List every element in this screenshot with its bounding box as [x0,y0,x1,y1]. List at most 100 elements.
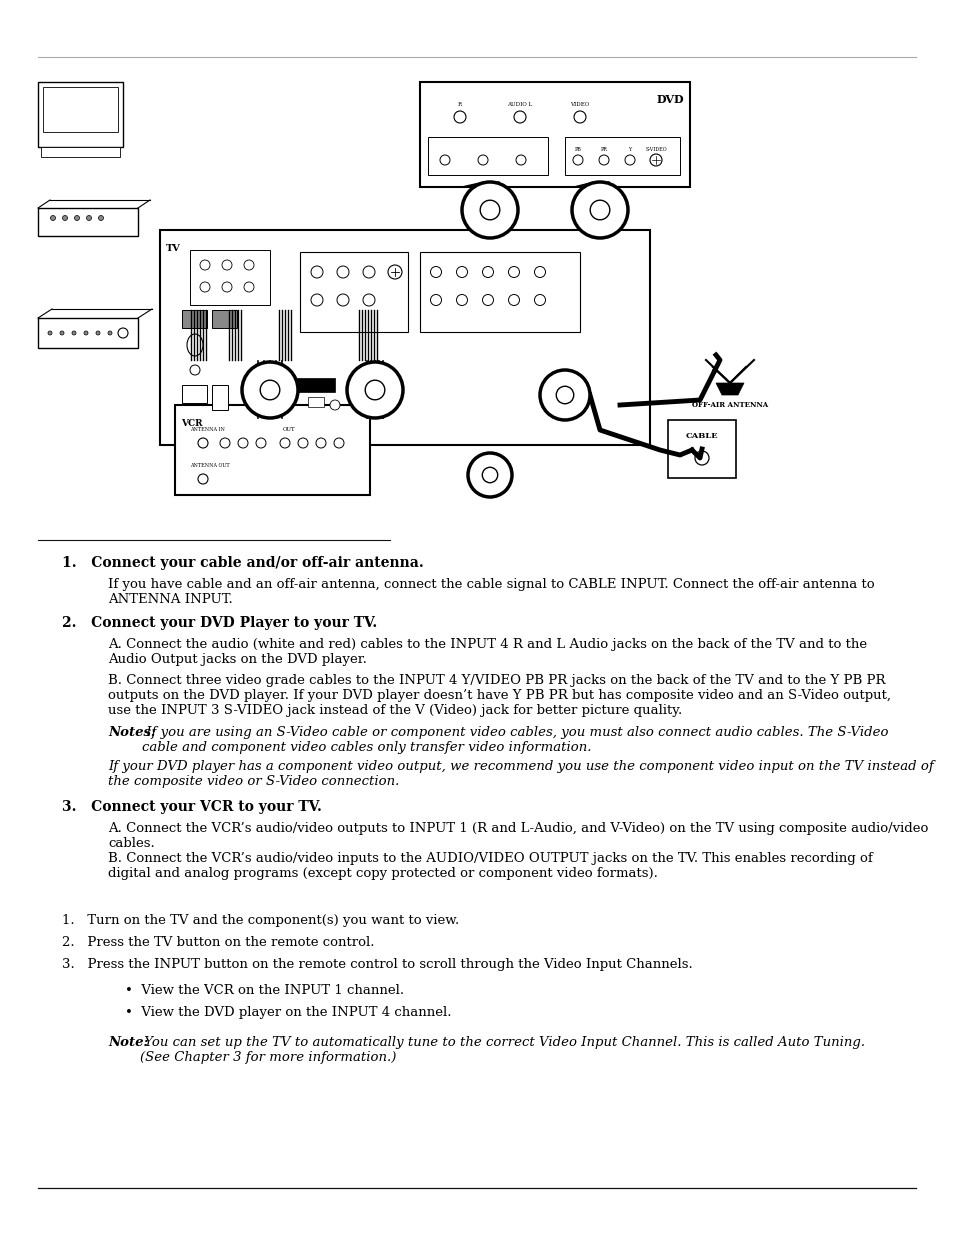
Text: VCR: VCR [181,419,202,429]
Text: PB: PB [574,147,580,152]
Circle shape [454,111,465,124]
Circle shape [260,380,279,400]
Text: 3.   Connect your VCR to your TV.: 3. Connect your VCR to your TV. [62,800,321,814]
Bar [182,310,207,329]
Circle shape [311,294,323,306]
Circle shape [508,294,519,305]
Circle shape [534,267,545,278]
Text: Note:: Note: [108,1036,149,1049]
Bar [212,310,236,329]
Bar [38,207,138,236]
Bar [245,378,335,391]
Circle shape [556,387,573,404]
Bar [38,82,123,147]
Text: B. Connect three video grade cables to the INPUT 4 Y/VIDEO PB PR jacks on the ba: B. Connect three video grade cables to t… [108,674,890,718]
Circle shape [456,267,467,278]
Ellipse shape [187,333,203,356]
Text: CABLE: CABLE [685,432,718,440]
Text: OUT: OUT [283,427,295,432]
Bar [43,86,118,132]
Text: If your DVD player has a component video output, we recommend you use the compon: If your DVD player has a component video… [108,760,933,788]
Circle shape [255,438,266,448]
Circle shape [365,380,384,400]
Circle shape [388,266,401,279]
Circle shape [649,154,661,165]
Circle shape [200,261,210,270]
Circle shape [198,474,208,484]
Circle shape [48,331,52,335]
Text: 3.   Press the INPUT button on the remote control to scroll through the Video In: 3. Press the INPUT button on the remote … [62,958,692,971]
Bar [174,405,370,495]
Circle shape [108,331,112,335]
Bar [308,396,324,408]
Circle shape [330,400,339,410]
Circle shape [430,294,441,305]
Circle shape [624,156,635,165]
Circle shape [336,266,349,278]
Bar [428,137,547,175]
Circle shape [439,156,450,165]
Circle shape [311,266,323,278]
Circle shape [74,215,79,221]
Bar [182,385,207,403]
Circle shape [87,215,91,221]
Circle shape [534,294,545,305]
Circle shape [482,467,497,483]
Circle shape [695,451,708,466]
Circle shape [84,331,88,335]
Circle shape [280,438,290,448]
Circle shape [51,215,55,221]
Text: B. Connect the VCR’s audio/video inputs to the AUDIO/VIDEO OUTPUT jacks on the T: B. Connect the VCR’s audio/video inputs … [108,852,872,881]
Circle shape [200,282,210,291]
Circle shape [482,267,493,278]
Circle shape [539,370,589,420]
Text: ANTENNA OUT: ANTENNA OUT [190,463,230,468]
Circle shape [363,294,375,306]
Text: Notes:: Notes: [108,726,155,739]
Bar [41,147,120,157]
Circle shape [118,329,128,338]
Circle shape [363,266,375,278]
Bar [564,137,679,175]
Text: Y: Y [628,147,631,152]
Circle shape [237,438,248,448]
Text: A. Connect the VCR’s audio/video outputs to INPUT 1 (R and L-Audio, and V-Video): A. Connect the VCR’s audio/video outputs… [108,823,927,850]
Circle shape [242,362,297,417]
Bar [38,317,138,348]
Circle shape [430,267,441,278]
Text: 2.   Connect your DVD Player to your TV.: 2. Connect your DVD Player to your TV. [62,616,376,630]
Circle shape [477,156,488,165]
Circle shape [590,200,609,220]
Circle shape [315,438,326,448]
Bar [299,252,408,332]
Text: PR: PR [600,147,607,152]
Bar [667,420,735,478]
Circle shape [514,111,525,124]
Text: OFF-AIR ANTENNA: OFF-AIR ANTENNA [691,401,767,409]
Bar [419,252,579,332]
Text: A. Connect the audio (white and red) cables to the INPUT 4 R and L Audio jacks o: A. Connect the audio (white and red) cab… [108,638,866,666]
Bar [160,230,649,445]
Circle shape [479,200,499,220]
Bar [212,385,228,410]
Text: 1.   Turn on the TV and the component(s) you want to view.: 1. Turn on the TV and the component(s) y… [62,914,458,927]
Text: ANTENNA IN: ANTENNA IN [190,427,225,432]
Bar [190,249,270,305]
Circle shape [574,111,585,124]
Circle shape [482,294,493,305]
Circle shape [334,438,344,448]
Circle shape [190,366,200,375]
Circle shape [347,362,402,417]
Polygon shape [716,383,743,395]
Text: •  View the VCR on the INPUT 1 channel.: • View the VCR on the INPUT 1 channel. [125,984,404,997]
Circle shape [198,438,208,448]
Circle shape [336,294,349,306]
Circle shape [468,453,512,496]
Text: VIDEO: VIDEO [570,103,589,107]
Text: If you have cable and an off-air antenna, connect the cable signal to CABLE INPU: If you have cable and an off-air antenna… [108,578,874,606]
Circle shape [598,156,608,165]
Circle shape [98,215,103,221]
Text: If you are using an S-Video cable or component video cables, you must also conne: If you are using an S-Video cable or com… [142,726,887,755]
Text: TV: TV [166,245,181,253]
Bar [419,82,689,186]
